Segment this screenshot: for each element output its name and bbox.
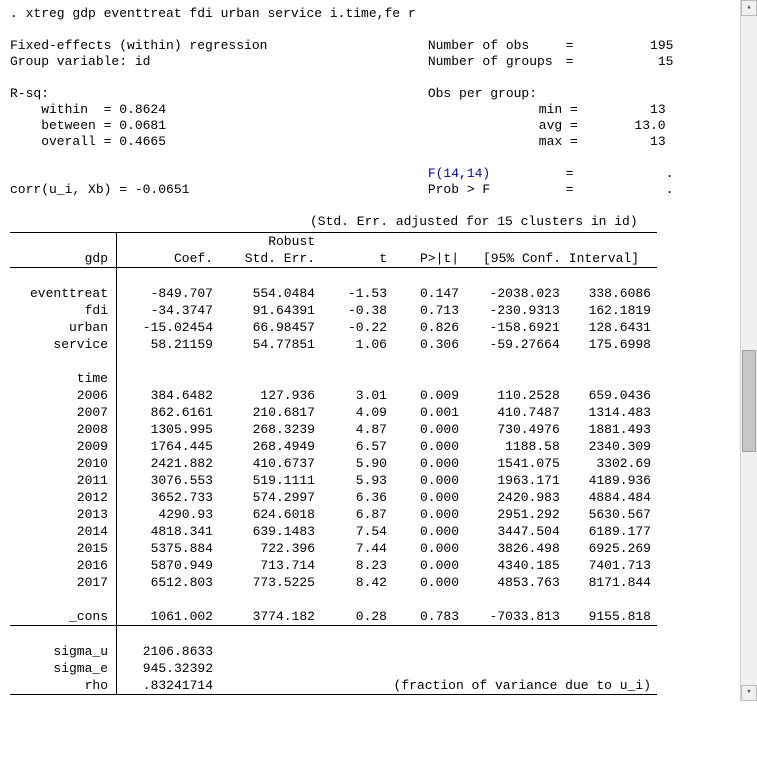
col-robust: Robust — [219, 233, 321, 251]
column-headers: gdp Coef. Std. Err. t P>|t| [95% Conf. I… — [10, 250, 657, 268]
scroll-down-icon[interactable]: ▾ — [741, 685, 757, 701]
table-row: 20144818.341639.14837.540.0003447.504618… — [10, 523, 657, 540]
rsq-within: within = 0.8624 min = 13 — [10, 102, 747, 118]
table-row: 20123652.733574.29976.360.0002420.983488… — [10, 489, 657, 506]
time-label: time — [10, 370, 117, 387]
table-row: 20176512.803773.52258.420.0004853.763817… — [10, 574, 657, 591]
table-row: eventtreat-849.707554.0484-1.530.147-203… — [10, 285, 657, 302]
cons-row: _cons1061.0023774.1820.280.783-7033.8139… — [10, 608, 657, 626]
table-row: 20165870.949713.7148.230.0004340.1857401… — [10, 557, 657, 574]
table-row: 2007862.6161210.68174.090.001410.7487131… — [10, 404, 657, 421]
scroll-thumb[interactable] — [742, 350, 756, 452]
table-row: 20081305.995268.32394.870.000730.4976188… — [10, 421, 657, 438]
adj-note: (Std. Err. adjusted for 15 clusters in i… — [10, 214, 747, 230]
table-row: 20102421.882410.67375.900.0001541.075330… — [10, 455, 657, 472]
regression-table: Robust gdp Coef. Std. Err. t P>|t| [95% … — [10, 232, 657, 695]
rsq-overall: overall = 0.4665 max = 13 — [10, 134, 747, 150]
table-row: 20113076.553519.11115.930.0001963.171418… — [10, 472, 657, 489]
table-row: fdi-34.374791.64391-0.380.713-230.931316… — [10, 302, 657, 319]
corr-line: corr(u_i, Xb) = -0.0651 Prob > F = . — [10, 182, 747, 198]
rho-row: rho.83241714(fraction of variance due to… — [10, 677, 657, 695]
rsq-header: R-sq: Obs per group: — [10, 86, 747, 102]
sigma-u-row: sigma_u2106.8633 — [10, 643, 657, 660]
table-row: service58.2115954.778511.060.306-59.2766… — [10, 336, 657, 353]
table-row: 20091764.445268.49496.570.0001188.582340… — [10, 438, 657, 455]
table-row: 20134290.93624.60186.870.0002951.2925630… — [10, 506, 657, 523]
table-row: 2006384.6482127.9363.010.009110.2528659.… — [10, 387, 657, 404]
vertical-scrollbar[interactable]: ▴ ▾ — [740, 0, 757, 701]
header-line: Group variable: id Number of groups = 15 — [10, 54, 747, 70]
command-line: . xtreg gdp eventtreat fdi urban service… — [10, 6, 747, 22]
sigma-e-row: sigma_e945.32392 — [10, 660, 657, 677]
scroll-up-icon[interactable]: ▴ — [741, 0, 757, 16]
header-line: Fixed-effects (within) regression Number… — [10, 38, 747, 54]
f-stat: F(14,14) = . — [10, 166, 747, 182]
table-row: 20155375.884722.3967.440.0003826.4986925… — [10, 540, 657, 557]
table-row: urban-15.0245466.98457-0.220.826-158.692… — [10, 319, 657, 336]
rsq-between: between = 0.0681 avg = 13.0 — [10, 118, 747, 134]
